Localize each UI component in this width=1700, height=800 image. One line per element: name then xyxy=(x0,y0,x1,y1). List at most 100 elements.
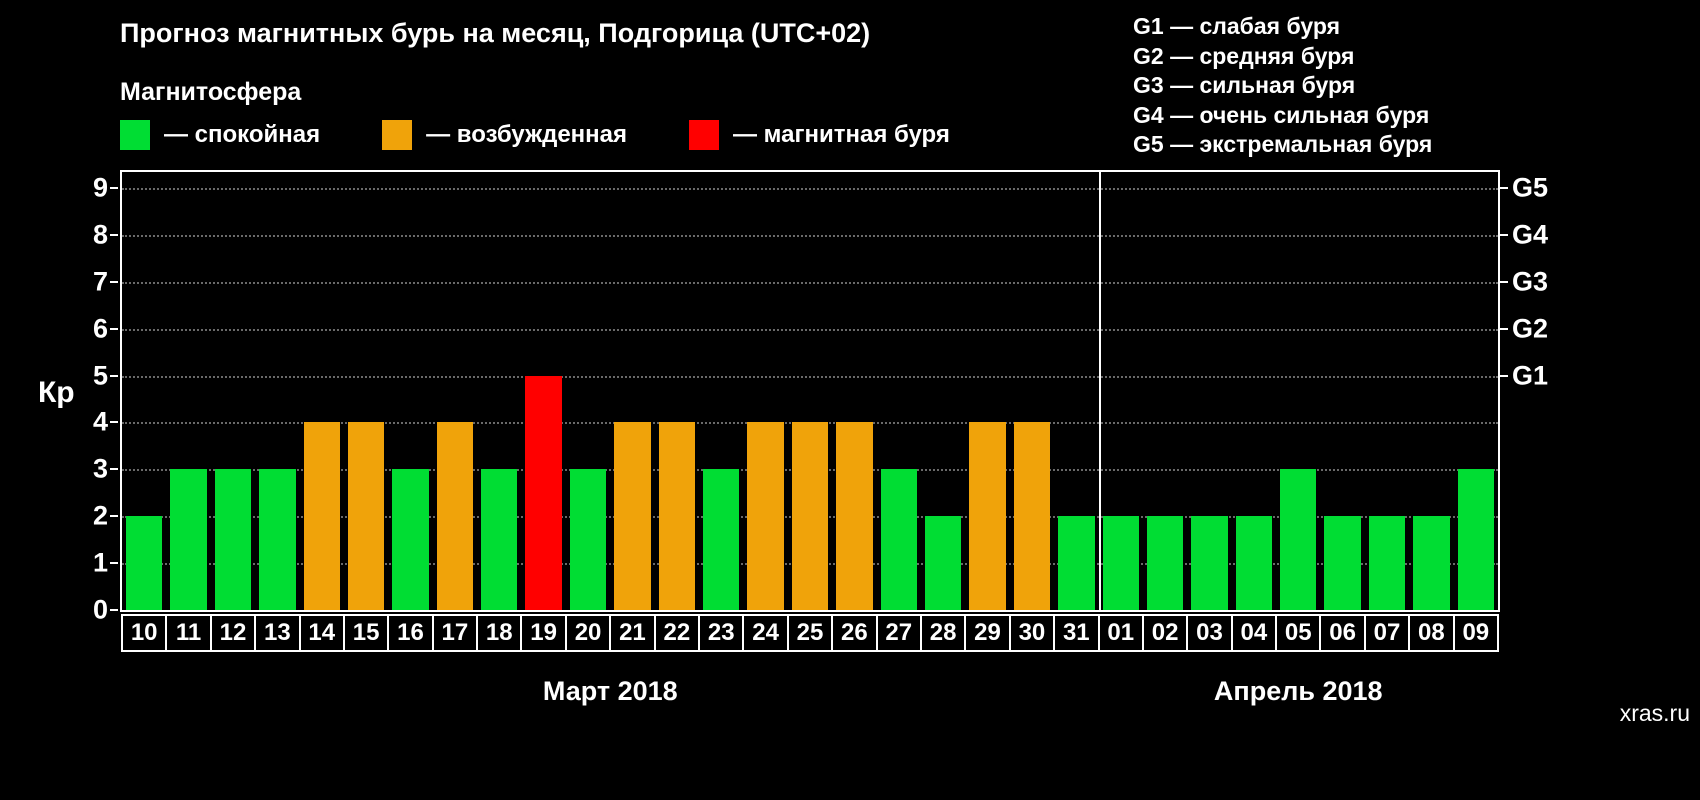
g-scale-legend-item: G5 — экстремальная буря xyxy=(1133,131,1433,157)
day-label: 20 xyxy=(564,614,612,652)
day-axis: 10 11 12 13 14 15 16 17 18 19 20 21 22 23 24 25 26 27 28 29… xyxy=(121,614,1499,652)
day-label: 09 xyxy=(1452,614,1499,652)
legend-item-excited: — возбужденная xyxy=(382,120,627,150)
right-axis-tick xyxy=(1500,187,1508,189)
day-label: 08 xyxy=(1408,614,1455,652)
day-label: 21 xyxy=(609,614,656,652)
gridline xyxy=(122,234,1498,237)
legend-label: — магнитная буря xyxy=(733,121,950,148)
month-label: Март 2018 xyxy=(542,676,678,706)
left-axis-tick xyxy=(110,421,118,424)
kp-bar-day-27 xyxy=(880,469,917,610)
day-label: 19 xyxy=(520,614,567,652)
kp-bar-day-11 xyxy=(170,469,207,610)
day-label: 25 xyxy=(786,614,834,652)
day-label: 10 xyxy=(121,614,168,652)
day-label: 01 xyxy=(1097,614,1144,652)
kp-bar-day-04 xyxy=(1235,516,1273,610)
day-label: 17 xyxy=(431,614,479,652)
y-tick-label: 3 xyxy=(92,453,108,484)
day-label: 26 xyxy=(831,614,878,652)
day-label: 22 xyxy=(653,614,701,652)
kp-bar-day-19 xyxy=(525,375,562,610)
kp-bar-day-31 xyxy=(1058,516,1095,610)
kp-bar-day-07 xyxy=(1368,516,1406,610)
left-axis-tick xyxy=(110,609,118,611)
y-tick-label: 2 xyxy=(92,500,108,531)
left-axis-tick xyxy=(110,374,118,377)
day-label: 15 xyxy=(342,614,390,652)
gridline xyxy=(122,281,1498,284)
kp-bar-day-15 xyxy=(347,422,385,610)
kp-bar-day-02 xyxy=(1146,516,1184,610)
day-label: 12 xyxy=(209,614,257,652)
g-tick-label-G4: G4 xyxy=(1512,219,1549,250)
day-label: 14 xyxy=(298,614,345,652)
month-labels: Март 2018 Апрель 2018 xyxy=(0,676,1700,716)
left-axis-tick xyxy=(110,468,118,471)
watermark: xras.ru xyxy=(1619,700,1690,726)
y-tick-label: 9 xyxy=(92,172,108,203)
day-label: 11 xyxy=(165,614,212,652)
g-tick-label-G3: G3 xyxy=(1512,266,1549,297)
y-tick-label: 1 xyxy=(92,547,108,578)
right-axis-tick xyxy=(1500,233,1508,236)
kp-bar-day-20 xyxy=(569,469,607,610)
kp-bar-day-01 xyxy=(1102,516,1139,610)
left-axis-tick xyxy=(110,280,118,283)
g-tick-label-G2: G2 xyxy=(1512,313,1549,344)
legend-item-storm: — магнитная буря xyxy=(689,120,950,150)
y-tick-label: 5 xyxy=(92,360,108,391)
day-label: 07 xyxy=(1363,614,1411,652)
day-label: 31 xyxy=(1053,614,1100,652)
left-axis-tick xyxy=(110,187,118,189)
day-label: 28 xyxy=(919,614,967,652)
left-axis-tick xyxy=(110,515,118,518)
day-label: 18 xyxy=(476,614,523,652)
day-label: 13 xyxy=(254,614,301,652)
month-separator-line xyxy=(1098,172,1101,610)
kp-bar-day-05 xyxy=(1280,469,1317,610)
day-label: 02 xyxy=(1141,614,1189,652)
day-label: 24 xyxy=(742,614,789,652)
legend-label: — возбужденная xyxy=(426,121,628,148)
y-tick-label: 0 xyxy=(92,594,108,625)
left-axis-tick xyxy=(110,233,118,236)
kp-bar-day-08 xyxy=(1413,516,1450,610)
day-label: 27 xyxy=(875,614,922,652)
kp-bar-day-03 xyxy=(1191,516,1228,610)
day-label: 30 xyxy=(1008,614,1056,652)
kp-bar-day-17 xyxy=(436,422,474,610)
day-label: 23 xyxy=(698,614,745,652)
left-axis-tick xyxy=(110,327,118,330)
day-label: 06 xyxy=(1319,614,1366,652)
legend-swatch-quiet xyxy=(120,120,150,150)
legend-swatch-storm xyxy=(689,120,720,150)
chart-title: Прогноз магнитных бурь на месяц, Подгори… xyxy=(120,18,871,48)
gridline xyxy=(122,188,1498,190)
gridline xyxy=(122,328,1498,331)
right-axis-tick xyxy=(1500,327,1508,330)
g-scale-legend-item: G3 — сильная буря xyxy=(1133,72,1356,98)
left-axis-tick xyxy=(110,562,118,565)
kp-bar-day-12 xyxy=(214,469,252,610)
month-label: Апрель 2018 xyxy=(1213,676,1383,706)
legend-item-quiet: — спокойная xyxy=(120,120,320,150)
kp-bar-day-22 xyxy=(658,422,696,610)
kp-bar-day-29 xyxy=(969,422,1006,610)
legend-label: — спокойная xyxy=(164,121,321,148)
kp-bar-day-30 xyxy=(1013,422,1051,610)
legend-swatch-excited xyxy=(382,120,413,150)
kp-bar-day-21 xyxy=(614,422,651,610)
magnetosphere-label: Магнитосфера xyxy=(120,78,302,106)
plot-area xyxy=(120,170,1500,612)
g-scale-legend-item: G4 — очень сильная буря xyxy=(1133,101,1430,128)
kp-bar-day-14 xyxy=(303,422,340,610)
kp-bar-day-13 xyxy=(259,469,296,610)
kp-bar-day-09 xyxy=(1457,469,1494,610)
y-tick-label: 8 xyxy=(92,219,108,250)
legend: — спокойная — возбужденная — магнитная бур… xyxy=(120,120,950,150)
kp-bar-day-23 xyxy=(703,469,740,610)
day-label: 04 xyxy=(1230,614,1278,652)
